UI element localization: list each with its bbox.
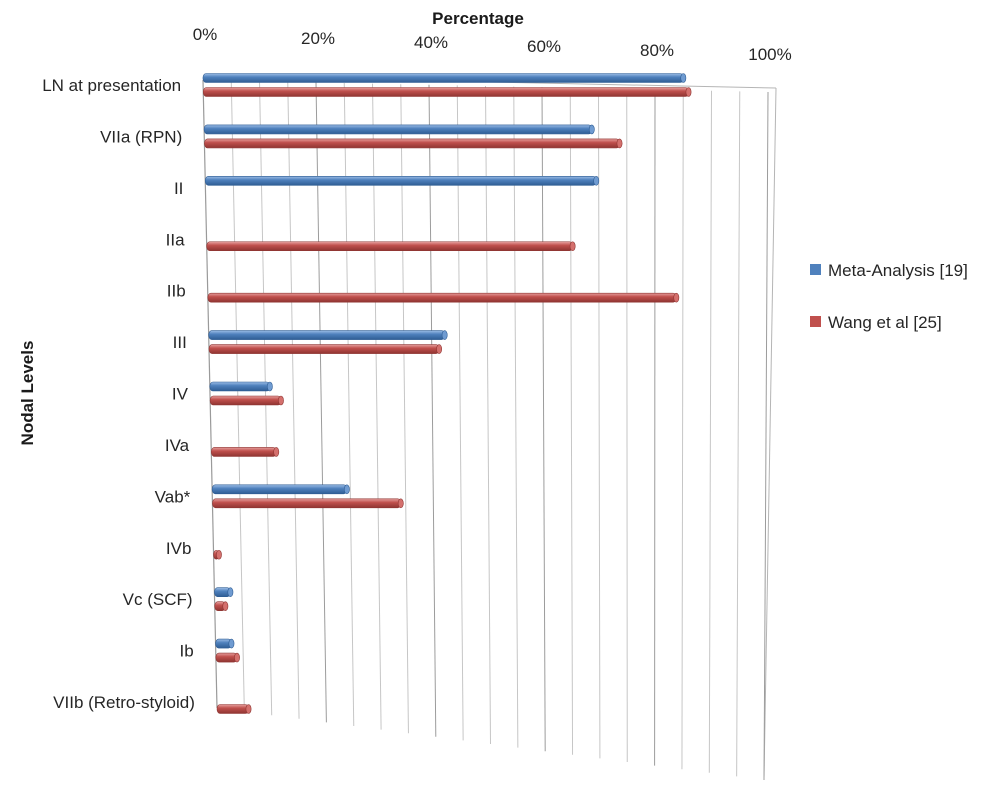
category-label: IVb — [166, 539, 192, 558]
bar-end-cap — [245, 704, 252, 714]
gridline — [708, 90, 712, 773]
category-label: IIa — [166, 230, 185, 249]
bar-end-cap — [441, 330, 448, 340]
category-label: VIIb (Retro-styloid) — [53, 693, 195, 712]
legend-label-meta-analysis: Meta-Analysis [19] — [828, 261, 968, 280]
gridline — [763, 91, 769, 781]
bar-wang — [216, 704, 249, 714]
bar-end-cap — [397, 498, 404, 509]
category-label: IV — [172, 385, 189, 404]
gridline — [736, 91, 741, 777]
gridline — [372, 83, 382, 730]
bar-end-cap — [273, 447, 280, 457]
legend-label-wang: Wang et al [25] — [828, 313, 942, 332]
legend-swatch-meta-analysis — [810, 264, 821, 275]
bar-wang — [212, 498, 402, 509]
gridline — [315, 82, 327, 723]
category-label: LN at presentation — [42, 76, 181, 95]
category-label: Ib — [180, 642, 194, 661]
gridlines — [230, 80, 769, 781]
bar-end-cap — [593, 176, 600, 186]
x-tick-label: 100% — [748, 45, 791, 64]
gridline — [541, 87, 546, 752]
legend-swatch-wang — [810, 316, 821, 327]
gridline — [598, 88, 601, 759]
bar-end-cap — [227, 587, 234, 597]
gridline — [513, 86, 519, 748]
gridline — [626, 88, 628, 763]
category-label: Vab* — [155, 487, 191, 506]
y-axis-title: Nodal Levels — [18, 341, 37, 446]
bar-end-cap — [569, 241, 576, 252]
bar-end-cap — [436, 344, 443, 354]
gridline — [343, 82, 355, 727]
bar-end-cap — [234, 652, 240, 663]
x-tick-label: 80% — [640, 41, 674, 60]
x-axis-ticks: 0% 20% 40% 60% 80% 100% — [193, 25, 792, 64]
bars — [202, 73, 692, 714]
y-axis-line — [202, 79, 218, 709]
bar-end-cap — [588, 124, 595, 135]
bar-wang — [206, 241, 573, 252]
category-label: III — [173, 333, 187, 352]
gridline — [428, 84, 437, 737]
bar-wang — [209, 395, 282, 406]
bar-meta-analysis — [211, 484, 348, 495]
category-label: II — [174, 179, 183, 198]
bar-end-cap — [343, 484, 350, 495]
gridline — [287, 81, 300, 719]
gridline — [400, 84, 409, 734]
bar-end-cap — [278, 395, 284, 406]
category-label: VIIa (RPN) — [100, 127, 182, 146]
bar-wang — [202, 87, 689, 97]
category-label: Vc (SCF) — [123, 590, 193, 609]
x-tick-label: 60% — [527, 37, 561, 56]
bar-end-cap — [685, 87, 692, 97]
category-label: IIb — [167, 282, 186, 301]
x-tick-label: 0% — [193, 25, 218, 44]
bar-end-cap — [673, 292, 680, 303]
x-tick-label: 40% — [414, 33, 448, 52]
gridline — [485, 85, 491, 745]
bar-meta-analysis — [208, 330, 445, 340]
category-labels: LN at presentation VIIa (RPN) II IIa IIb III I… — [42, 76, 195, 712]
bar-wang — [210, 447, 277, 457]
bar-end-cap — [222, 601, 229, 611]
bar-meta-analysis — [202, 73, 684, 83]
category-label: IVa — [165, 436, 190, 455]
x-axis-title: Percentage — [432, 9, 524, 28]
legend: Meta-Analysis [19] Wang et al [25] — [810, 261, 968, 332]
bar-end-cap — [680, 73, 687, 83]
bar-end-cap — [228, 638, 235, 649]
bar-end-cap — [266, 381, 273, 392]
bar-meta-analysis — [204, 176, 597, 186]
x-tick-label: 20% — [301, 29, 335, 48]
bar-end-cap — [616, 138, 623, 149]
bar-end-cap — [216, 549, 222, 560]
bar-wang — [207, 292, 677, 303]
bar-wang — [208, 344, 440, 354]
gridline — [681, 90, 684, 770]
bar-wang — [215, 652, 238, 663]
gridline — [569, 87, 574, 755]
bar-meta-analysis — [203, 124, 593, 135]
gridline — [456, 85, 464, 741]
bar-meta-analysis — [209, 381, 271, 392]
right-edge-line — [763, 87, 777, 779]
bar-wang — [204, 138, 620, 149]
